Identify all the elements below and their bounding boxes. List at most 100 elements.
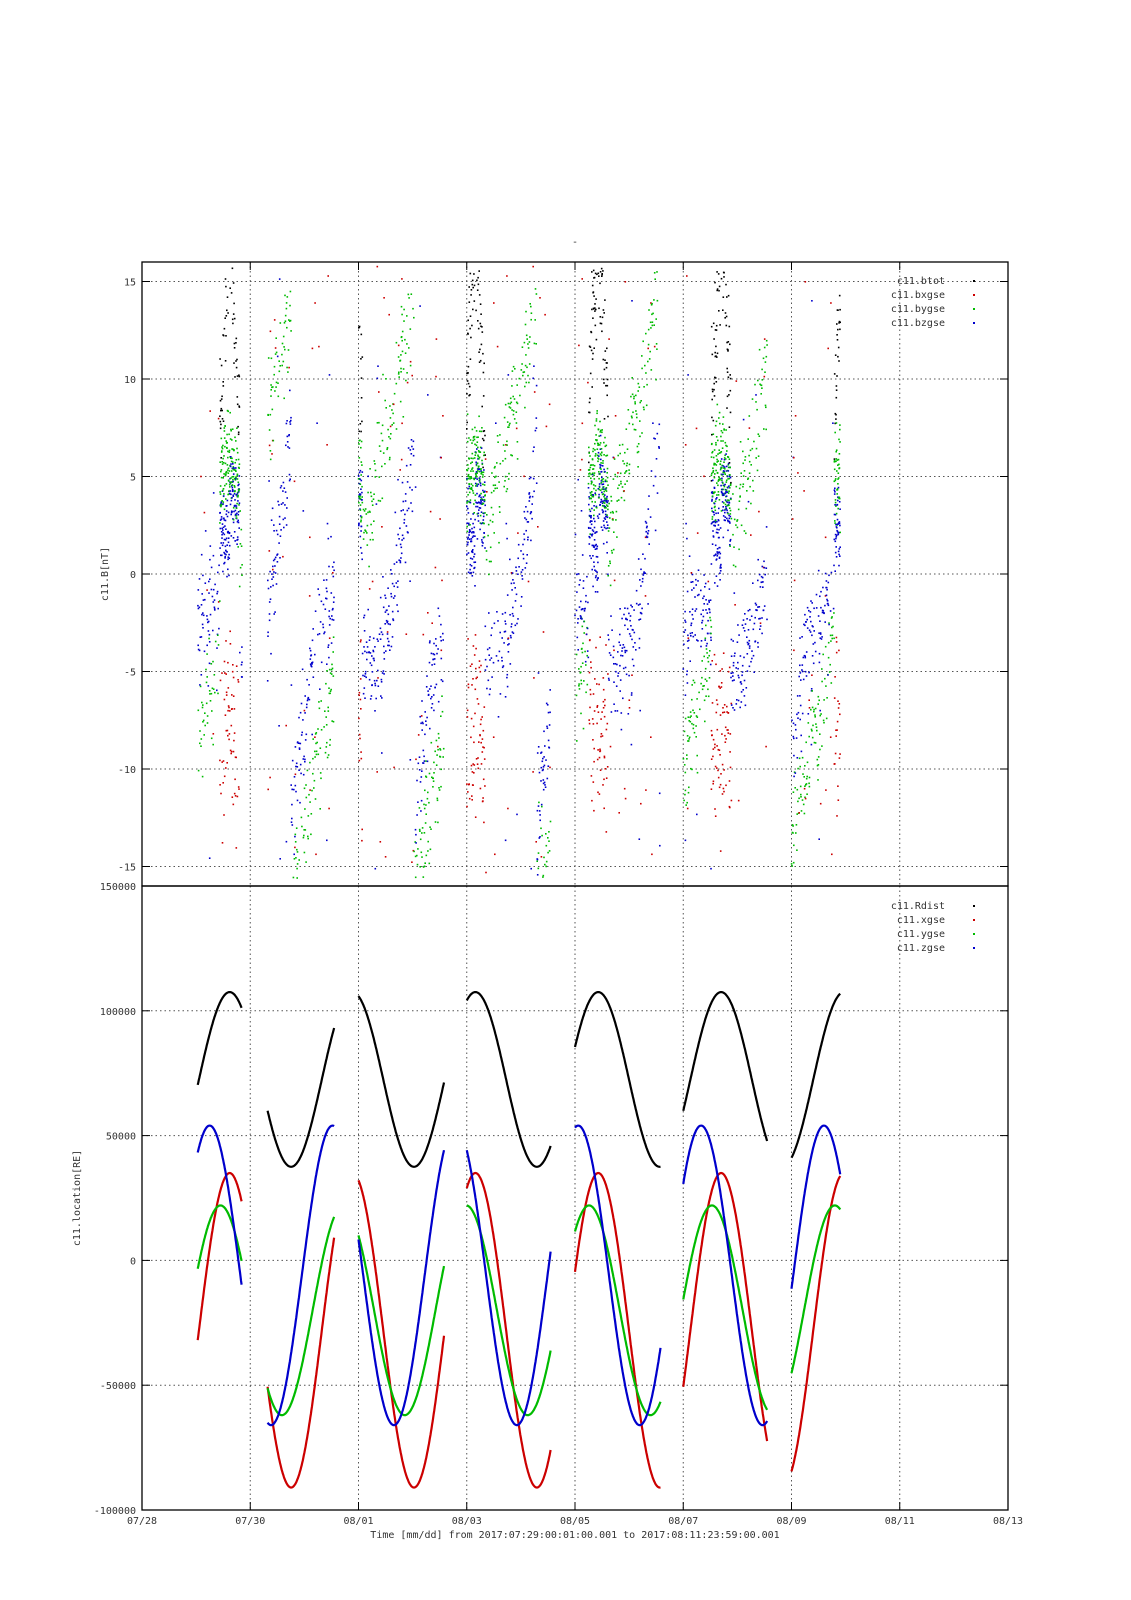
scatter-point-bxgse: [718, 686, 720, 688]
scatter-point-bygse: [727, 512, 729, 515]
scatter-point-bxgse: [332, 572, 334, 574]
scatter-point-bygse: [401, 330, 404, 333]
scatter-point-bzgse: [835, 536, 838, 538]
scatter-point-bzgse: [828, 623, 830, 626]
scatter-point-bzgse: [478, 495, 480, 498]
scatter-point-bygse: [623, 499, 626, 502]
scatter-point-bzgse: [707, 632, 709, 635]
scatter-point-bygse: [602, 462, 604, 464]
scatter-point-bygse: [422, 866, 425, 868]
scatter-point-bzgse: [582, 587, 585, 589]
scatter-point-bygse: [223, 427, 226, 429]
scatter-point-bxgse: [479, 787, 482, 790]
scatter-point-bxgse: [581, 458, 583, 461]
scatter-point-bzgse: [291, 817, 293, 820]
scatter-point-bygse: [650, 369, 653, 371]
scatter-point-bzgse: [515, 570, 518, 572]
scatter-point-bygse: [293, 858, 296, 860]
scatter-point-bygse: [592, 464, 594, 466]
scatter-point-bxgse: [232, 695, 235, 697]
scatter-point-bygse: [373, 460, 376, 462]
scatter-point-bygse: [320, 777, 322, 780]
scatter-point-bxgse: [233, 708, 236, 710]
scatter-point-bygse: [419, 866, 421, 868]
scatter-point-btot: [223, 327, 226, 330]
scatter-point-bxgse: [804, 797, 807, 800]
scatter-point-bygse: [761, 387, 763, 389]
scatter-point-bzgse: [748, 639, 751, 642]
scatter-point-bxgse: [473, 654, 476, 656]
scatter-point-bzgse: [742, 418, 745, 421]
scatter-point-bygse: [230, 428, 232, 431]
scatter-point-bzgse: [594, 576, 597, 579]
scatter-point-bxgse: [467, 791, 469, 793]
scatter-point-bzgse: [594, 492, 596, 494]
scatter-point-bzgse: [508, 643, 510, 645]
scatter-point-bzgse: [641, 580, 644, 583]
scatter-point-bygse: [589, 497, 591, 499]
scatter-point-bygse: [397, 373, 400, 375]
scatter-point-bzgse: [370, 664, 373, 667]
scatter-point-bygse: [358, 496, 361, 498]
scatter-point-bygse: [595, 506, 598, 509]
scatter-point-bzgse: [659, 844, 661, 847]
scatter-point-bygse: [755, 447, 758, 450]
scatter-point-bxgse: [600, 735, 602, 738]
scatter-point-bygse: [211, 687, 214, 690]
scatter-point-bygse: [286, 326, 288, 329]
legend-swatch: [973, 919, 975, 921]
scatter-point-bygse: [404, 338, 406, 341]
scatter-point-bygse: [491, 472, 493, 474]
scatter-point-bygse: [693, 731, 696, 734]
scatter-point-bzgse: [391, 582, 394, 585]
scatter-point-bzgse: [529, 495, 531, 498]
scatter-point-bygse: [730, 498, 732, 501]
scatter-point-bzgse: [686, 640, 689, 642]
scatter-point-bygse: [239, 543, 242, 545]
scatter-point-bygse: [586, 683, 589, 686]
scatter-point-bxgse: [225, 640, 227, 642]
scatter-point-bxgse: [601, 711, 603, 713]
scatter-point-bzgse: [482, 515, 485, 518]
scatter-point-bygse: [743, 530, 746, 532]
scatter-point-bxgse: [386, 631, 389, 633]
scatter-point-bxgse: [721, 733, 723, 735]
scatter-point-bzgse: [212, 492, 215, 494]
scatter-point-bzgse: [528, 492, 531, 494]
scatter-point-bygse: [474, 426, 476, 429]
scatter-point-btot: [715, 345, 717, 348]
scatter-point-bygse: [793, 771, 796, 773]
scatter-point-bzgse: [432, 694, 435, 696]
scatter-point-bygse: [528, 363, 531, 365]
scatter-point-bygse: [271, 408, 274, 411]
scatter-point-bzgse: [819, 637, 822, 639]
scatter-point-bygse: [748, 415, 751, 417]
scatter-point-btot: [220, 364, 223, 367]
scatter-point-bzgse: [430, 707, 433, 709]
scatter-point-bygse: [514, 368, 516, 370]
scatter-point-bxgse: [712, 738, 715, 741]
scatter-point-bzgse: [233, 493, 236, 495]
scatter-point-bzgse: [359, 508, 361, 510]
scatter-point-bxgse: [589, 639, 591, 641]
scatter-point-bzgse: [794, 724, 797, 726]
scatter-point-bygse: [478, 458, 480, 460]
scatter-point-bygse: [319, 747, 322, 749]
scatter-point-bygse: [581, 662, 584, 664]
scatter-point-bzgse: [590, 523, 593, 526]
scatter-point-bzgse: [701, 628, 704, 630]
scatter-point-bzgse: [591, 520, 593, 522]
scatter-point-bzgse: [593, 565, 595, 568]
scatter-point-bzgse: [633, 609, 635, 611]
scatter-point-bxgse: [225, 729, 228, 732]
scatter-point-bzgse: [357, 475, 360, 477]
scatter-point-bzgse: [288, 447, 291, 449]
scatter-point-bygse: [831, 626, 833, 629]
scatter-point-bxgse: [715, 663, 717, 666]
scatter-point-bygse: [289, 304, 291, 307]
scatter-point-bygse: [721, 431, 724, 434]
scatter-point-bzgse: [360, 479, 363, 482]
scatter-point-btot: [711, 398, 713, 401]
scatter-point-bxgse: [232, 664, 234, 666]
scatter-point-bzgse: [602, 500, 604, 503]
